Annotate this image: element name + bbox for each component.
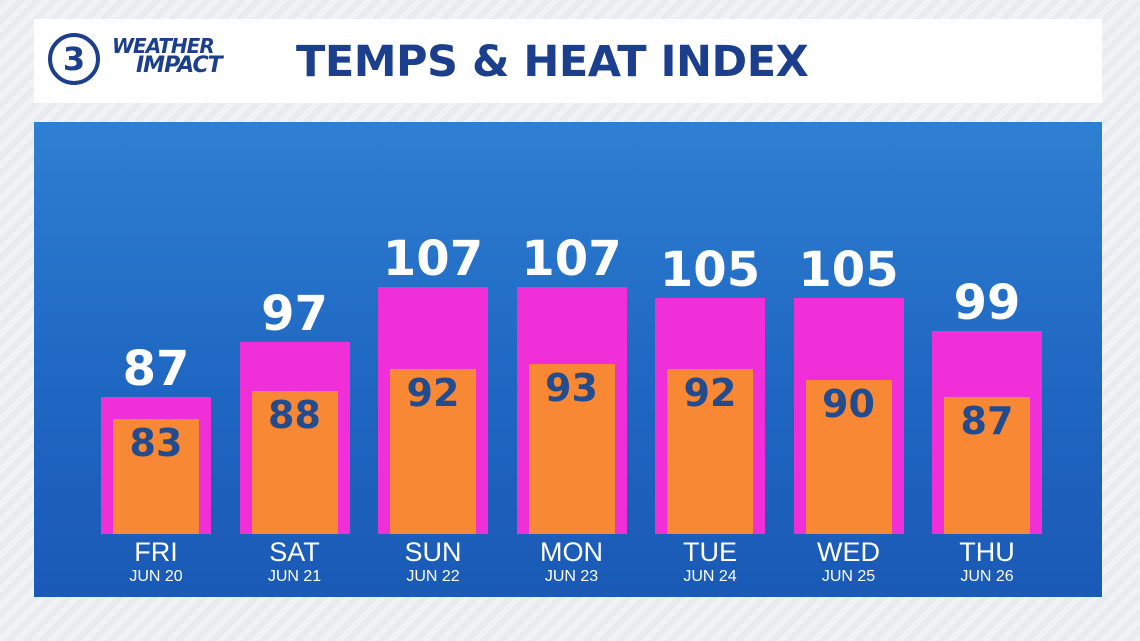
heat-index-label: 87 [122,340,190,397]
day-column: 105 90 WED JUN 25 [793,122,904,597]
date-label: JUN 21 [267,568,322,585]
heat-index-label: 97 [261,285,328,342]
day-column: 105 92 TUE JUN 24 [655,122,765,597]
temperature-bar [944,396,1030,534]
day-column: 107 93 MON JUN 23 [516,122,627,597]
header-bar: 3 WEATHER IMPACT TEMPS & HEAT INDEX [34,19,1102,103]
channel-3-logo: 3 [48,33,100,85]
heat-index-label: 99 [953,274,1021,331]
heat-index-label: 107 [382,230,484,287]
temperature-bar [667,369,753,534]
temperature-label: 92 [683,371,737,415]
heat-index-label: 105 [798,241,899,298]
date-label: JUN 26 [960,568,1014,585]
temperature-bar [805,380,892,534]
day-label: TUE [683,537,737,567]
temperature-label: 92 [406,371,460,415]
temperature-label: 90 [822,382,875,426]
date-label: JUN 20 [129,568,183,585]
day-label: WED [817,537,880,567]
date-label: JUN 23 [544,568,599,585]
temperature-label: 87 [960,398,1014,443]
temperature-bar [390,369,476,534]
temperature-bar [528,363,615,534]
heat-index-label: 107 [521,230,622,287]
logo-line2: IMPACT [136,53,223,78]
logo-line1: WEATHER [112,34,215,58]
date-label: JUN 25 [821,568,876,585]
day-label: SAT [269,537,320,567]
logo-number: 3 [62,40,86,78]
day-column: 107 92 SUN JUN 22 [378,122,488,597]
day-column: 87 83 FRI JUN 20 [101,122,211,597]
temperature-label: 83 [129,420,183,465]
day-column: 99 87 THU JUN 26 [932,122,1042,597]
temperature-label: 88 [268,393,321,437]
page-title: TEMPS & HEAT INDEX [296,37,809,87]
temperature-label: 93 [545,365,598,410]
temperature-bar [251,391,338,534]
heat-index-label: 105 [659,241,761,298]
date-label: JUN 24 [683,568,737,585]
day-column: 97 88 SAT JUN 21 [239,122,350,597]
temperature-bar [113,418,199,534]
date-label: JUN 22 [406,568,460,585]
day-label: THU [959,537,1015,567]
day-label: SUN [404,537,462,567]
chart-panel: 87 83 FRI JUN 20 97 88 SAT JUN 21 107 92 SUN JUN 22… [34,122,1102,597]
day-label: MON [540,537,603,567]
day-label: FRI [134,537,178,567]
weather-impact-logo: WEATHER IMPACT [112,34,223,78]
